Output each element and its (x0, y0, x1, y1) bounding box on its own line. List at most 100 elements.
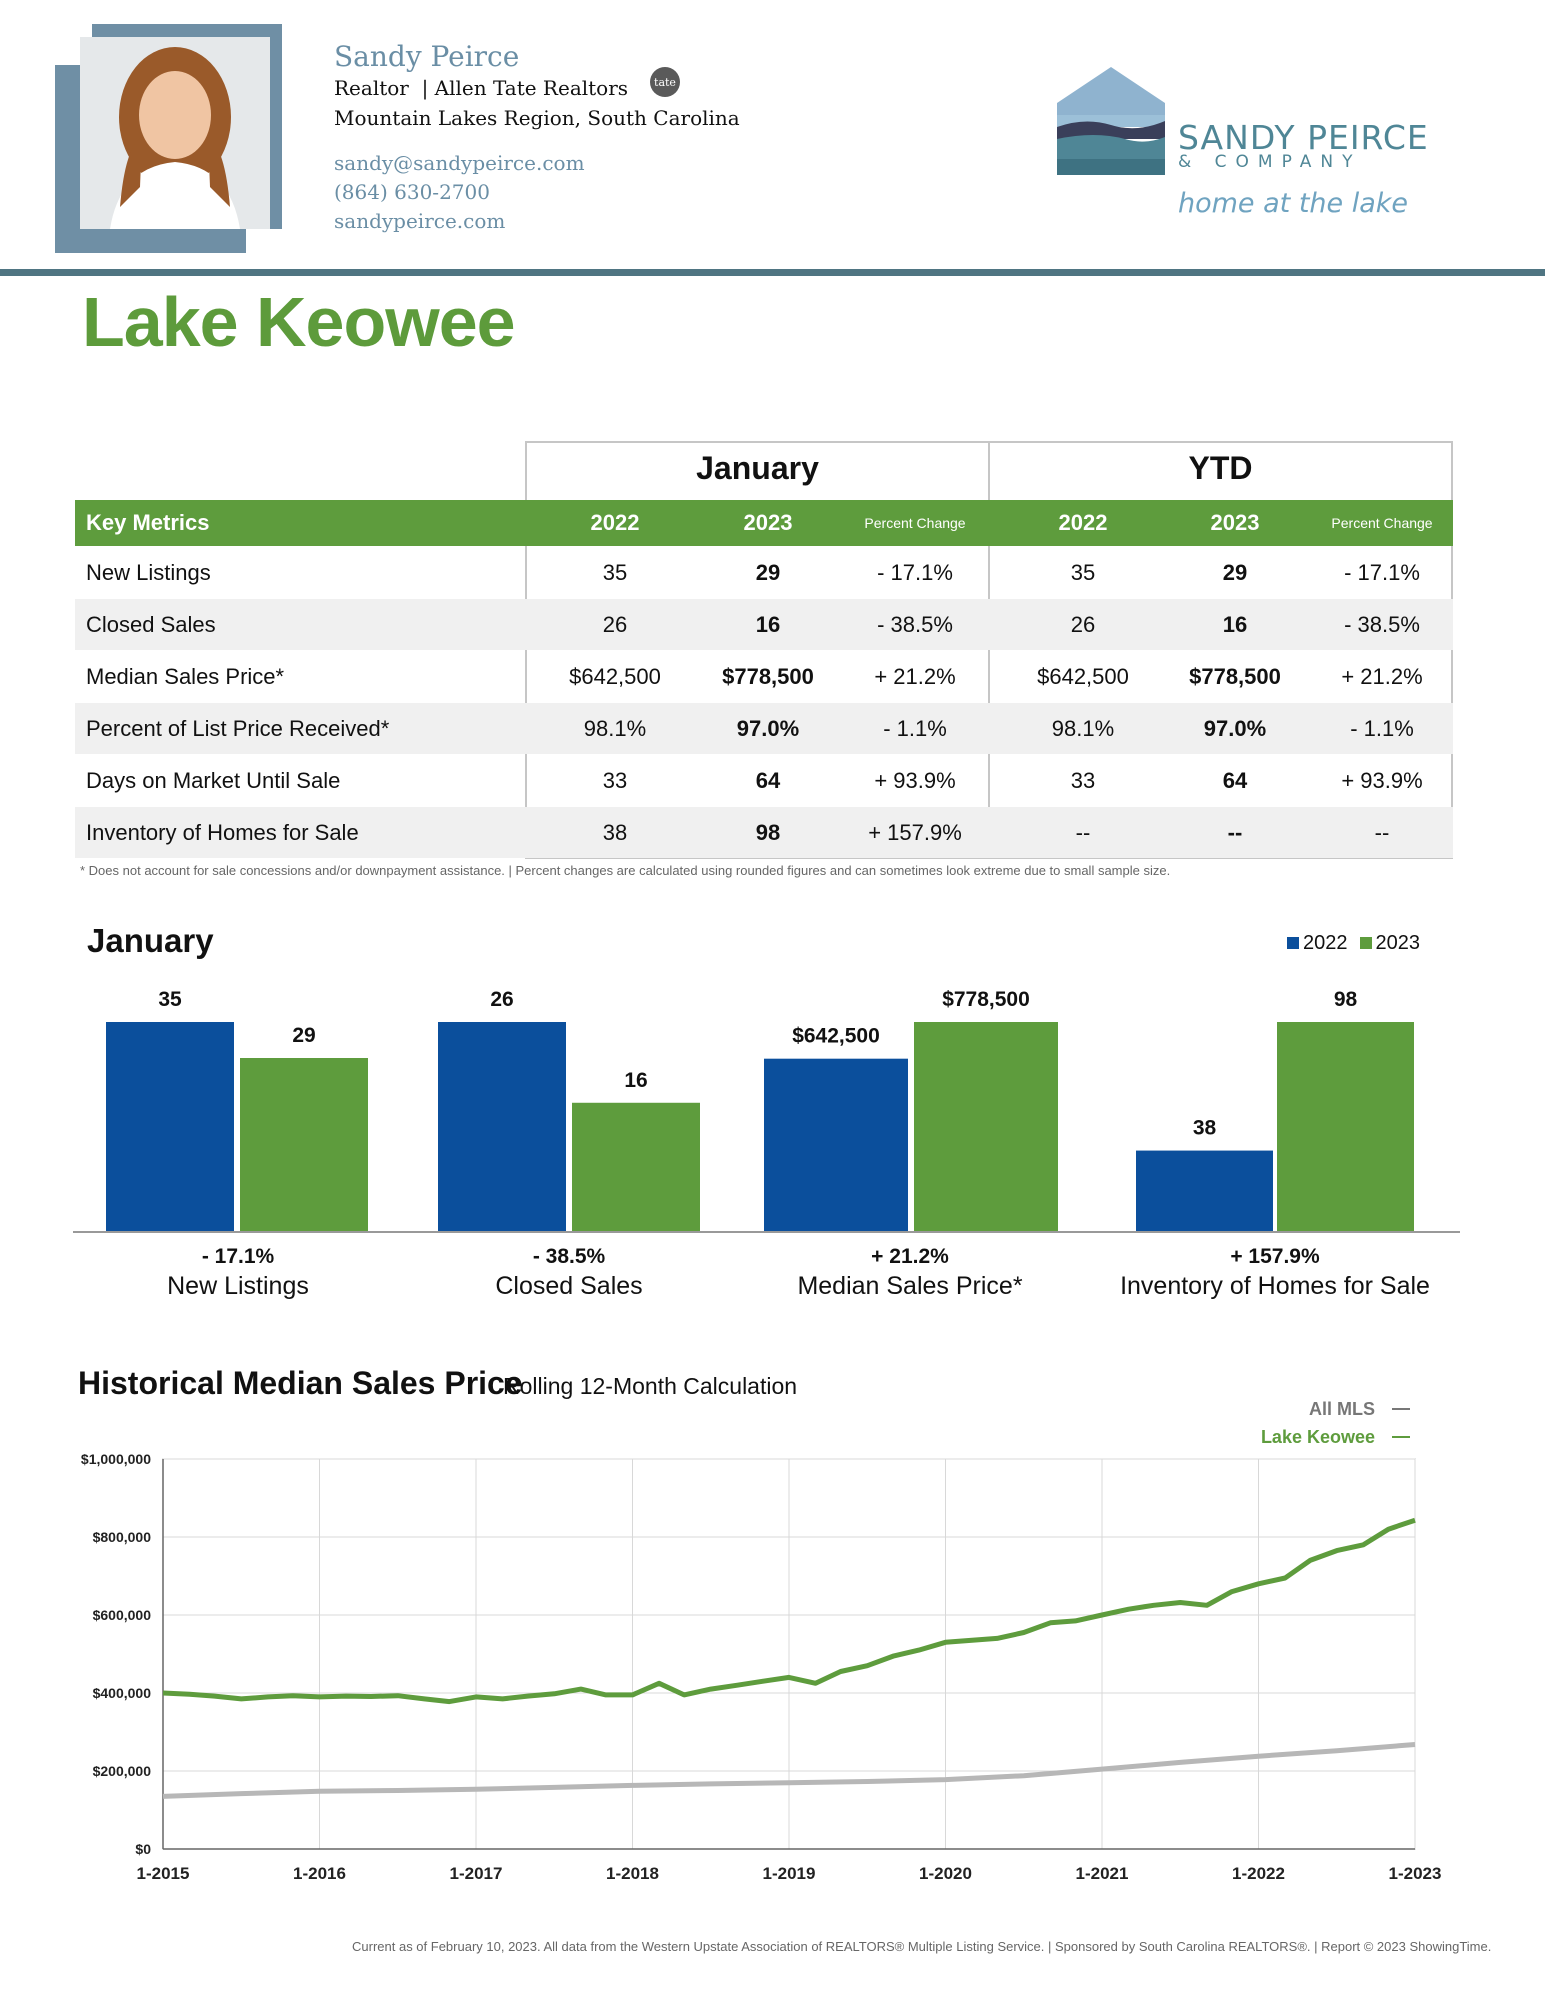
header-divider (0, 269, 1545, 276)
y-tick-label: $800,000 (93, 1529, 152, 1545)
bar-2023 (914, 1022, 1058, 1232)
table-row: Days on Market Until Sale 33 64 + 93.9% 33 64… (75, 755, 1453, 806)
table-row: Median Sales Price* $642,500 $778,500 + 21.… (75, 651, 1453, 702)
metric-value-y1: 35 (1070, 560, 1096, 585)
metric-value-mp: + 93.9% (874, 768, 956, 793)
series-line-all-mls (162, 1742, 1416, 1799)
line-chart-subtitle: Rolling 12-Month Calculation (503, 1373, 798, 1399)
header-key-metrics: Key Metrics (86, 510, 210, 535)
brand-tagline: home at the lake (1178, 188, 1409, 219)
y-tick-label: $1,000,000 (81, 1451, 151, 1467)
group-label-ytd: YTD (1188, 450, 1253, 486)
bar-category-label: Closed Sales (495, 1272, 643, 1300)
y-tick-label: $0 (135, 1841, 151, 1857)
x-tick-label: 1-2021 (1076, 1864, 1129, 1883)
bar-value-label: 35 (158, 988, 182, 1011)
bar-2022 (1136, 1150, 1273, 1232)
metric-value-y1: -- (1075, 820, 1091, 845)
metric-value-mp: - 38.5% (877, 612, 953, 637)
metric-value-mp: - 1.1% (883, 716, 947, 741)
separator: | (415, 76, 435, 100)
metric-value-m2: 16 (755, 612, 781, 637)
metric-name: Inventory of Homes for Sale (86, 820, 359, 845)
metric-value-m1: 38 (602, 820, 628, 845)
x-tick-label: 1-2022 (1232, 1864, 1285, 1883)
page-title: Lake Keowee (82, 283, 516, 361)
bar-value-label: 16 (624, 1069, 647, 1092)
metric-value-y2: 64 (1222, 768, 1248, 793)
metric-value-y2: $778,500 (1189, 664, 1281, 689)
metric-value-yp: + 93.9% (1341, 768, 1423, 793)
metric-value-yp: + 21.2% (1341, 664, 1423, 689)
bar-2023 (1277, 1022, 1414, 1232)
bar-chart-legend: 2022 2023 (1287, 932, 1420, 955)
bar-pct-change: + 157.9% (1230, 1245, 1320, 1268)
header-ytd-pct: Percent Change (1331, 515, 1433, 531)
metric-name: Closed Sales (86, 612, 216, 637)
x-tick-label: 1-2018 (606, 1864, 659, 1883)
agent-photo (80, 37, 270, 229)
group-label-monthly: January (696, 450, 819, 486)
legend-item-2022: 2022 (1287, 932, 1348, 955)
ytd-group-box (988, 441, 1453, 859)
line-chart: 1-2015 1-2016 1-2017 1-2018 1-2019 1-2020 1-20… (81, 1399, 1442, 1883)
brokerage-logo: tate (650, 67, 680, 97)
metric-value-m1: 33 (602, 768, 628, 793)
metric-value-y2: 29 (1222, 560, 1248, 585)
bar-category-label: Median Sales Price* (797, 1272, 1023, 1300)
agent-email-link[interactable]: sandy@sandypeirce.com (334, 151, 585, 175)
bar-chart-title: January (87, 922, 214, 959)
metric-value-m2: 98 (755, 820, 781, 845)
metric-value-y1: 33 (1070, 768, 1096, 793)
metric-value-y1: 98.1% (1051, 716, 1115, 741)
legend-swatch-2022 (1287, 937, 1299, 949)
brand-logo-icon (1057, 67, 1165, 175)
metric-value-m2: 29 (755, 560, 781, 585)
metric-value-m2: $778,500 (722, 664, 814, 689)
legend-swatch-2023 (1359, 937, 1372, 949)
brand-sub: & COMPANY (1178, 152, 1362, 172)
bar-value-label: 38 (1193, 1117, 1217, 1140)
x-tick-label: 1-2017 (450, 1864, 503, 1883)
table-row: Inventory of Homes for Sale 38 98 + 157.9% -… (75, 807, 1453, 858)
agent-brokerage: Allen Tate Realtors (434, 76, 629, 100)
legend-label-2022: 2022 (1303, 932, 1348, 954)
metric-value-m1: 98.1% (583, 716, 647, 741)
bar-chart: 35 29 26 16 $642,500 $778,500 38 98 (73, 988, 1460, 1233)
brand-name: SANDY PEIRCE (1178, 118, 1429, 157)
agent-title-line: Realtor | Allen Tate Realtors (334, 76, 628, 100)
table-header-row: Key Metrics 2022 2023 Percent Change 202… (75, 500, 1453, 546)
metric-value-y1: $642,500 (1037, 664, 1129, 689)
bar-2022 (438, 1022, 566, 1232)
agent-portrait-icon (80, 37, 270, 229)
bar-pct-change: - 38.5% (532, 1245, 606, 1268)
bar-category-label: New Listings (167, 1272, 309, 1300)
header-ytd-2022: 2022 (1058, 510, 1108, 535)
metric-value-yp: - 38.5% (1344, 612, 1420, 637)
metric-value-m2: 97.0% (736, 716, 800, 741)
x-tick-label: 1-2020 (919, 1864, 972, 1883)
line-legend-label: Lake Keowee (1261, 1427, 1375, 1447)
metric-value-yp: - 17.1% (1344, 560, 1420, 585)
metric-value-m1: 26 (602, 612, 628, 637)
metric-name: Median Sales Price* (86, 664, 285, 689)
metric-value-mp: - 17.1% (877, 560, 953, 585)
bar-value-label: $642,500 (792, 1025, 880, 1048)
x-tick-label: 1-2016 (293, 1864, 346, 1883)
agent-phone[interactable]: (864) 630-2700 (334, 180, 490, 204)
header-month-2022: 2022 (590, 510, 640, 535)
agent-website-link[interactable]: sandypeirce.com (334, 209, 506, 233)
table-row: Percent of List Price Received* 98.1% 97.0… (75, 703, 1453, 754)
agent-region: Mountain Lakes Region, South Carolina (334, 106, 740, 130)
agent-name: Sandy Peirce (334, 40, 520, 73)
metric-value-yp: - 1.1% (1350, 716, 1414, 741)
bar-value-label: 26 (490, 988, 513, 1011)
y-tick-label: $400,000 (93, 1685, 152, 1701)
x-tick-label: 1-2023 (1389, 1864, 1442, 1883)
line-legend-label: All MLS (1309, 1399, 1375, 1419)
bar-value-label: 98 (1334, 988, 1358, 1011)
metric-value-y1: 26 (1070, 612, 1096, 637)
bar-chart-captions: - 17.1% New Listings - 38.5% Closed Sales + … (0, 1245, 1545, 1305)
bar-2022 (764, 1058, 908, 1232)
bar-2023 (240, 1058, 368, 1232)
